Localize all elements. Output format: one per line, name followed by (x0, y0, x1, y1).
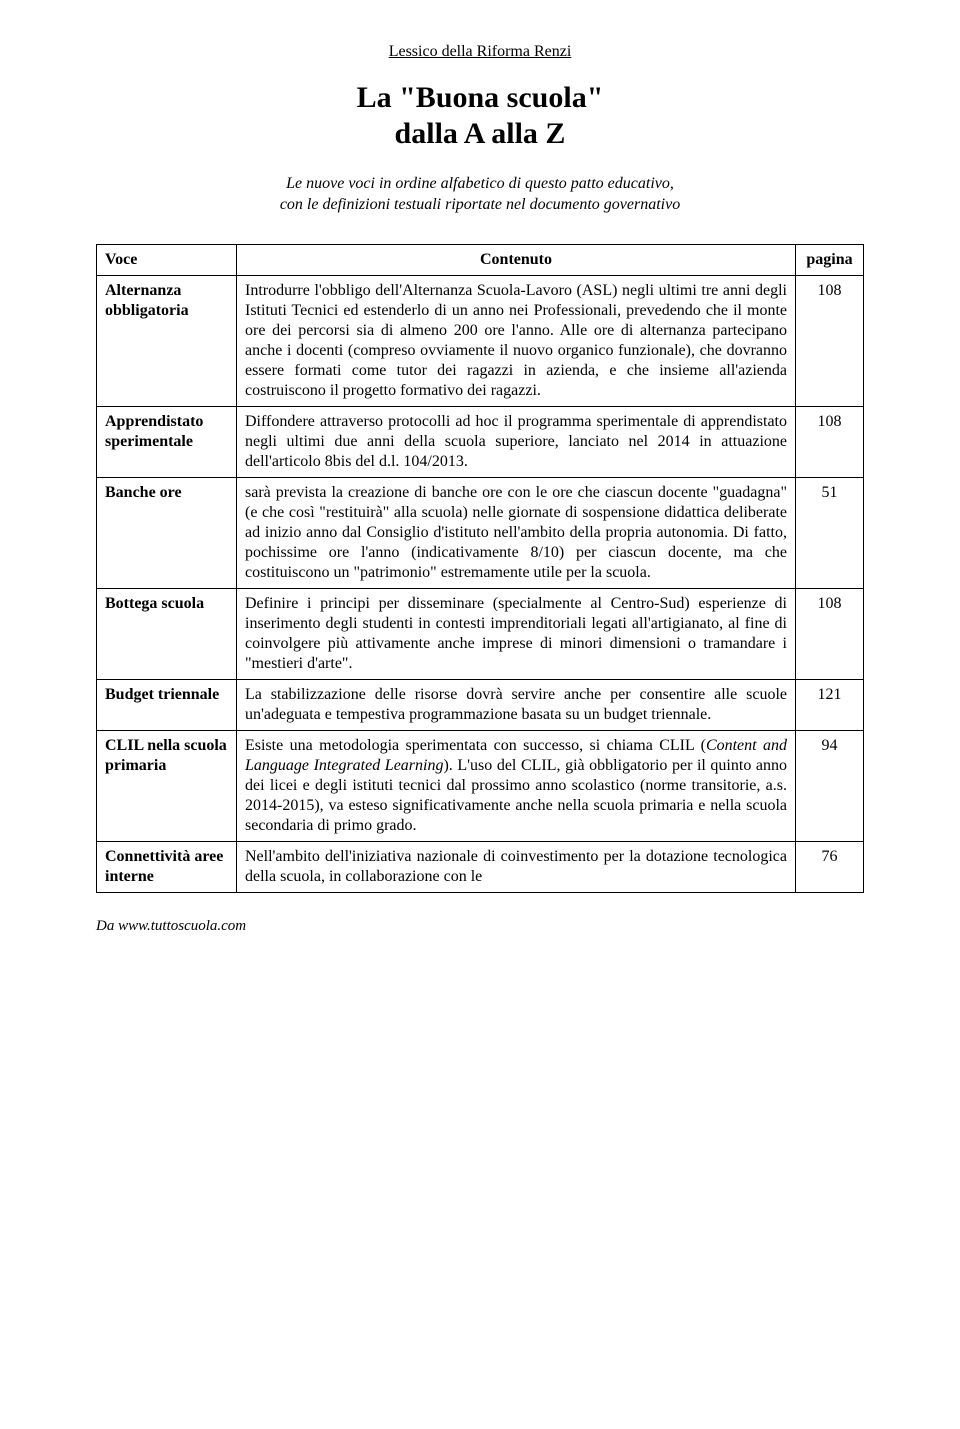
cell-content: La stabilizzazione delle risorse dovrà s… (237, 679, 796, 730)
cell-voce: Apprendistato sperimentale (97, 406, 237, 477)
subtitle-line-2: con le definizioni testuali riportate ne… (280, 196, 680, 213)
cell-page: 108 (796, 588, 864, 679)
cell-content: Definire i principi per disseminare (spe… (237, 588, 796, 679)
footer-source: Da www.tuttoscuola.com (96, 917, 864, 936)
table-row: Alternanza obbligatoriaIntrodurre l'obbl… (97, 275, 864, 406)
cell-voce: Budget triennale (97, 679, 237, 730)
table-row: CLIL nella scuola primariaEsiste una met… (97, 730, 864, 841)
cell-page: 94 (796, 730, 864, 841)
table-row: Bottega scuolaDefinire i principi per di… (97, 588, 864, 679)
table-header-row: Voce Contenuto pagina (97, 244, 864, 275)
cell-page: 121 (796, 679, 864, 730)
title-line-2: dalla A alla Z (395, 117, 566, 150)
glossary-table: Voce Contenuto pagina Alternanza obbliga… (96, 244, 864, 893)
cell-voce: Connettività aree interne (97, 841, 237, 892)
header-pagina: pagina (796, 244, 864, 275)
header-voce: Voce (97, 244, 237, 275)
table-row: Banche oresarà prevista la creazione di … (97, 477, 864, 588)
cell-content: Introdurre l'obbligo dell'Alternanza Scu… (237, 275, 796, 406)
subtitle: Le nuove voci in ordine alfabetico di qu… (96, 174, 864, 216)
italic-term: Content and Language Integrated Learning (245, 737, 787, 774)
cell-content: Esiste una metodologia sperimentata con … (237, 730, 796, 841)
cell-content: Diffondere attraverso protocolli ad hoc … (237, 406, 796, 477)
table-row: Budget triennaleLa stabilizzazione delle… (97, 679, 864, 730)
page-title: La "Buona scuola" dalla A alla Z (96, 80, 864, 152)
cell-voce: CLIL nella scuola primaria (97, 730, 237, 841)
cell-voce: Banche ore (97, 477, 237, 588)
cell-voce: Bottega scuola (97, 588, 237, 679)
subtitle-line-1: Le nuove voci in ordine alfabetico di qu… (286, 175, 674, 192)
cell-page: 108 (796, 406, 864, 477)
cell-voce: Alternanza obbligatoria (97, 275, 237, 406)
cell-content: sarà prevista la creazione di banche ore… (237, 477, 796, 588)
table-row: Apprendistato sperimentaleDiffondere att… (97, 406, 864, 477)
cell-page: 108 (796, 275, 864, 406)
cell-content: Nell'ambito dell'iniziativa nazionale di… (237, 841, 796, 892)
cell-page: 76 (796, 841, 864, 892)
header-contenuto: Contenuto (237, 244, 796, 275)
cell-page: 51 (796, 477, 864, 588)
pretitle: Lessico della Riforma Renzi (96, 42, 864, 62)
table-row: Connettività aree interneNell'ambito del… (97, 841, 864, 892)
title-line-1: La "Buona scuola" (357, 81, 604, 114)
